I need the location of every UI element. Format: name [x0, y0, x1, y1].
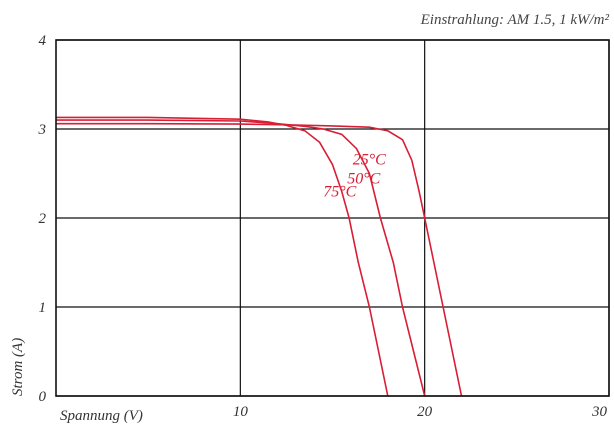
curve-label-2: 50°C: [347, 170, 380, 187]
y-tick-3: 3: [38, 122, 47, 138]
curves: [56, 116, 463, 397]
irradiance-note: Einstrahlung: AM 1.5, 1 kW/m²: [420, 12, 610, 28]
x-tick-10: 10: [233, 404, 249, 420]
y-tick-4: 4: [39, 33, 47, 49]
curve-label-3: 75°C: [323, 184, 356, 201]
curve-label-1: 25°C: [353, 152, 386, 169]
grid: [56, 39, 610, 397]
x-axis-title: Spannung (V): [60, 408, 143, 424]
curve-1: [56, 122, 463, 397]
plot-frame: [55, 39, 610, 397]
y-tick-0: 0: [39, 389, 47, 405]
x-tick-20: 20: [417, 404, 433, 420]
curve-labels: 25°C50°C75°C: [323, 152, 386, 201]
y-axis-title: Strom (A): [10, 338, 26, 396]
x-tick-30: 30: [591, 404, 608, 420]
curve-3: [56, 116, 389, 397]
y-tick-1: 1: [39, 300, 47, 316]
tick-labels: 0 1 2 3 4 10 20 30: [38, 33, 608, 420]
y-tick-2: 2: [39, 211, 47, 227]
curve-2: [56, 119, 426, 397]
